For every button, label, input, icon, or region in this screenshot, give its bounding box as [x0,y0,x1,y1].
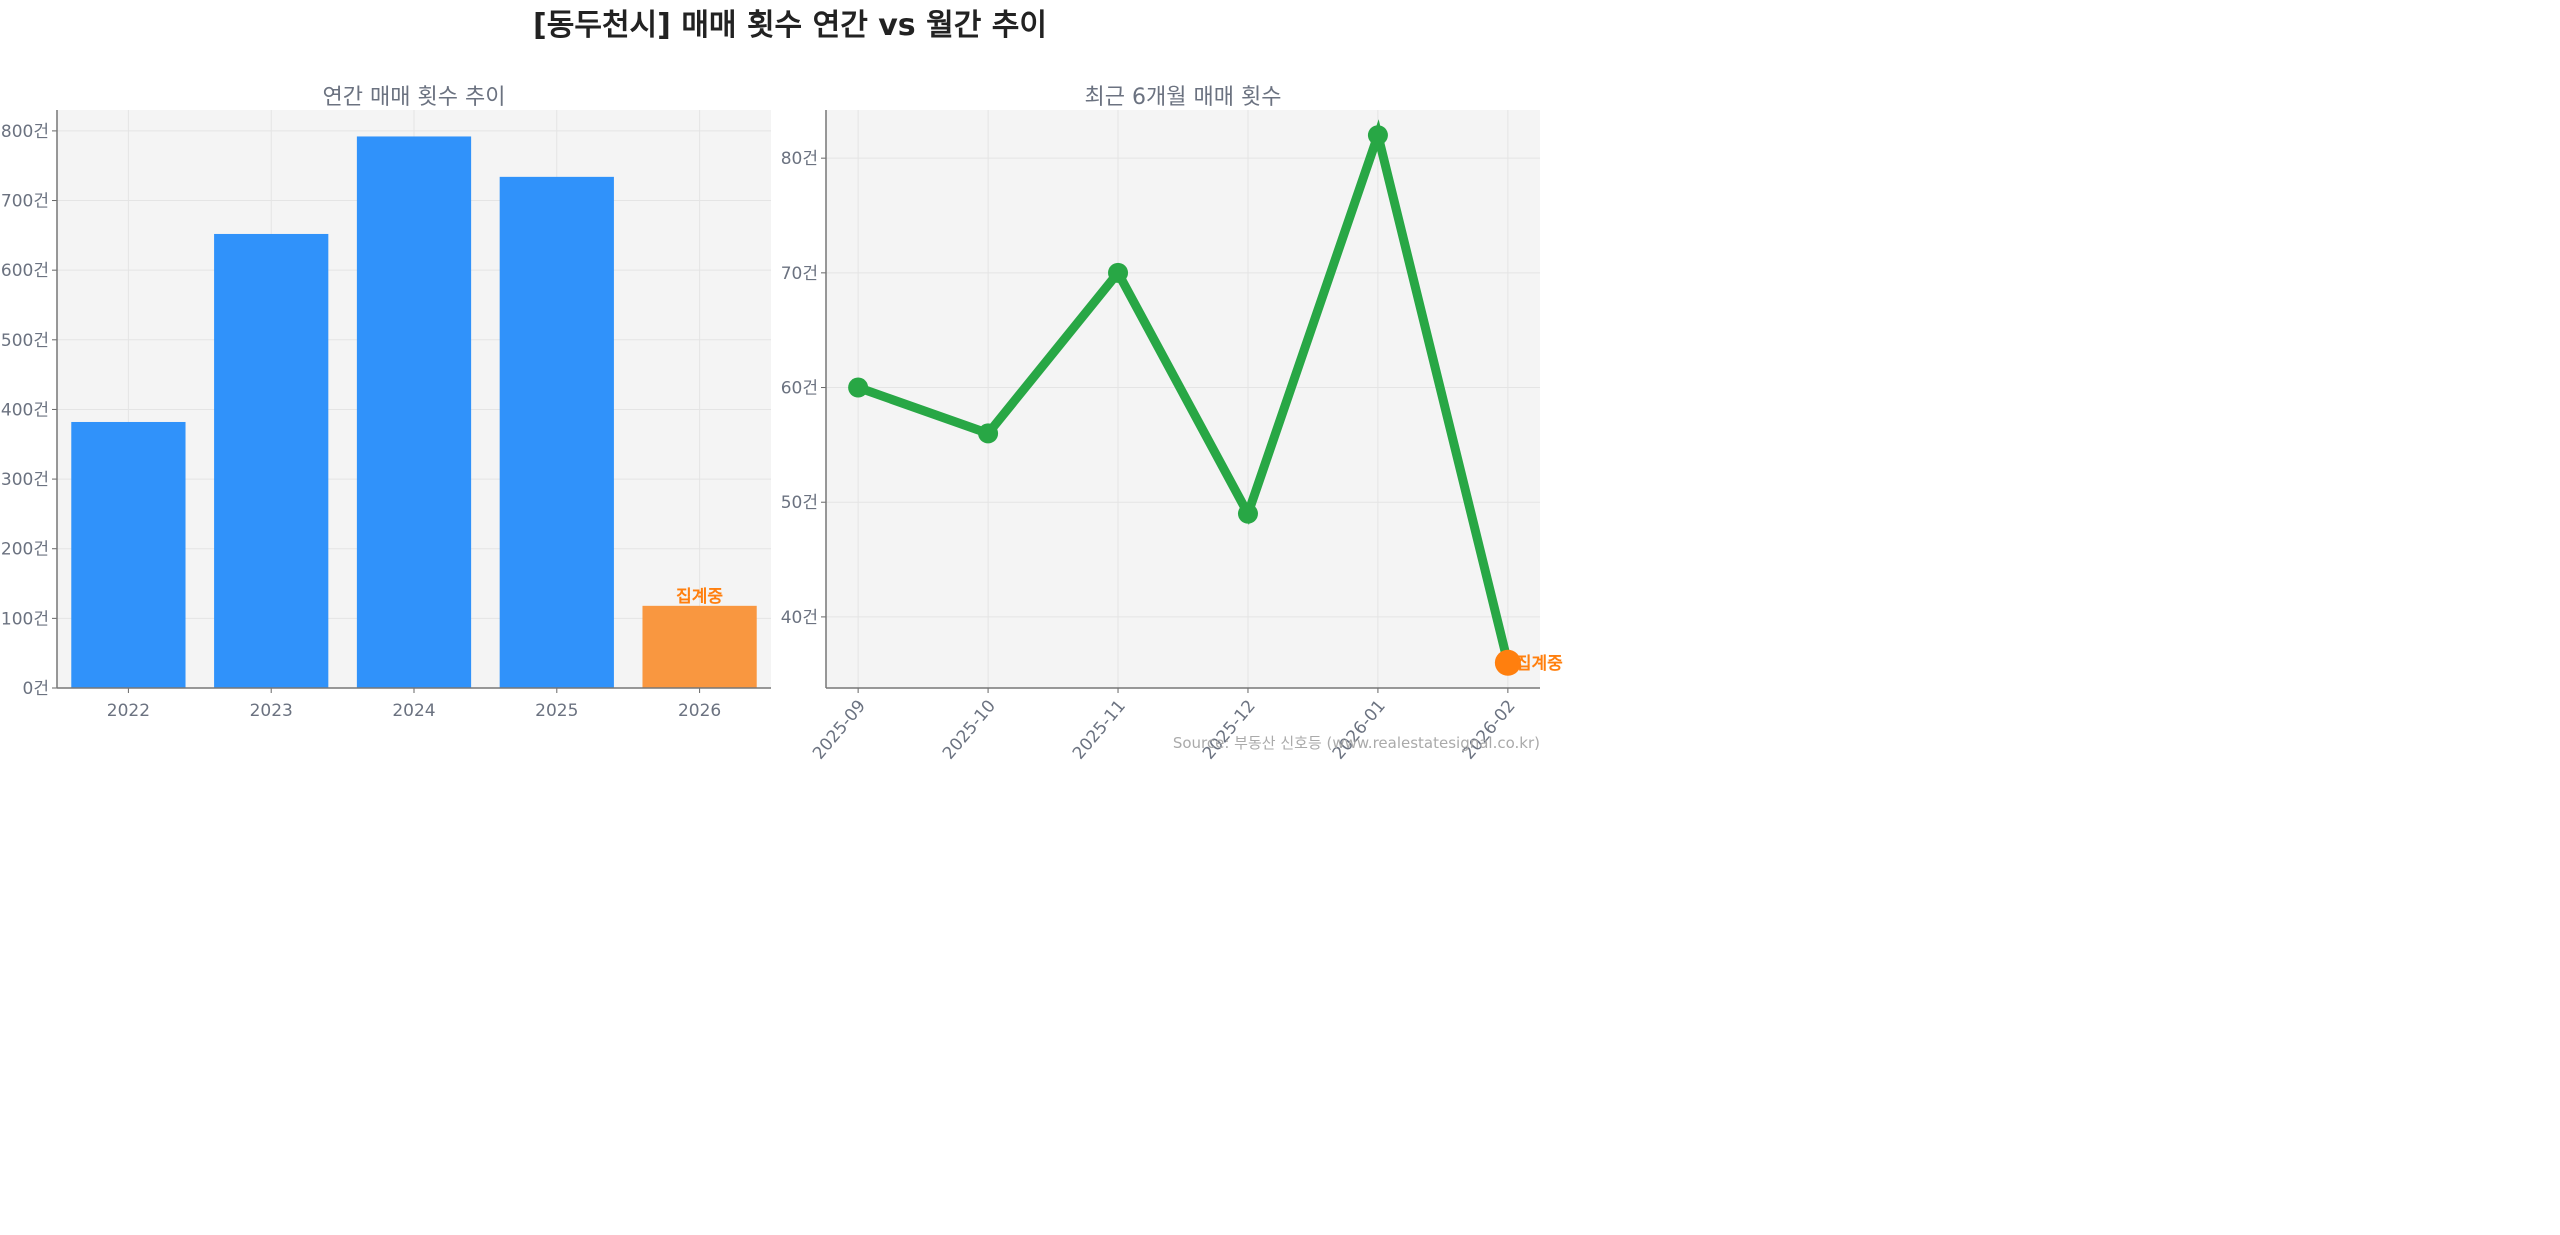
x-tick-label: 2026-02 [1459,696,1520,763]
subplot-title: 연간 매매 횟수 추이 [323,85,506,110]
bar-2024 [356,136,472,688]
data-point-2025-11 [1108,262,1129,283]
y-tick-label: 70건 [781,264,818,284]
x-tick-label: 2025-10 [939,696,1000,763]
y-tick-label: 600건 [1,261,49,281]
y-tick-label: 80건 [781,149,818,169]
x-tick-label: 2025-12 [1199,696,1260,763]
source-note: Source: 부동산 신호등 (www.realestatesignal.co… [1173,734,1540,752]
annotation-label: 집계중 [676,587,723,607]
data-point-2025-12 [1237,503,1258,524]
x-tick-label: 2026 [678,701,721,721]
x-tick-label: 2024 [392,701,435,721]
y-tick-label: 200건 [1,540,49,560]
y-tick-label: 800건 [1,122,49,142]
y-tick-label: 400건 [1,400,49,420]
subplot-title: 최근 6개월 매매 횟수 [1085,85,1282,110]
y-tick-label: 60건 [781,379,818,399]
figure-title: [동두천시] 매매 횟수 연간 vs 월간 추이 [533,8,1047,43]
x-tick-label: 2025-09 [809,696,870,763]
y-tick-label: 0건 [23,679,49,699]
data-point-2026-01 [1367,125,1388,146]
data-point-2025-09 [848,377,869,398]
bar-2022 [71,421,186,688]
x-tick-label: 2026-01 [1329,696,1390,763]
data-point-2026-02 [1494,649,1521,676]
y-tick-label: 100건 [1,609,49,629]
bar-2026 [642,605,757,688]
y-tick-label: 700건 [1,192,49,212]
bar-2023 [214,233,329,689]
data-point-2025-10 [978,423,999,444]
x-tick-label: 2025 [535,701,578,721]
annotation-label: 집계중 [1516,654,1563,674]
y-tick-label: 50건 [781,493,818,513]
x-tick-label: 2025-11 [1069,696,1130,763]
bar-2025 [499,176,614,688]
series-line [856,119,1513,664]
x-tick-label: 2023 [250,701,293,721]
x-tick-label: 2022 [107,701,150,721]
y-tick-label: 300건 [1,470,49,490]
y-tick-label: 40건 [781,608,818,628]
y-tick-label: 500건 [1,331,49,351]
